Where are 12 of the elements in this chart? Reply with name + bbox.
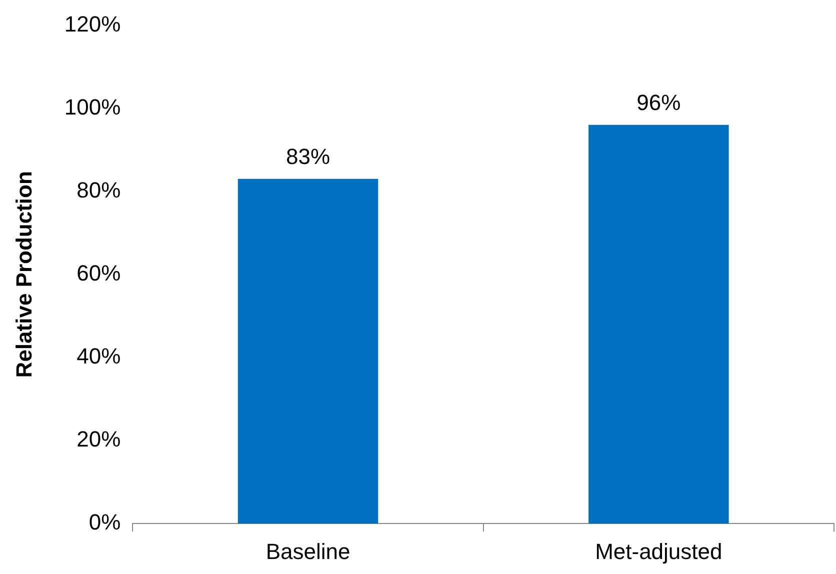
y-tick-label: 20% <box>76 426 121 452</box>
y-tick-label: 60% <box>76 260 121 286</box>
data-label: 96% <box>636 90 681 115</box>
x-tick-label: Baseline <box>266 538 350 564</box>
y-tick-label: 80% <box>76 177 121 202</box>
data-label: 83% <box>286 144 330 169</box>
y-tick-label: 120% <box>64 11 121 36</box>
y-tick-label: 40% <box>76 344 121 369</box>
x-tick-label: Met-adjusted <box>595 538 722 564</box>
y-tick-label: 100% <box>64 94 121 120</box>
y-tick-label: 0% <box>88 510 121 535</box>
y-axis-title: Relative Production <box>11 171 36 378</box>
